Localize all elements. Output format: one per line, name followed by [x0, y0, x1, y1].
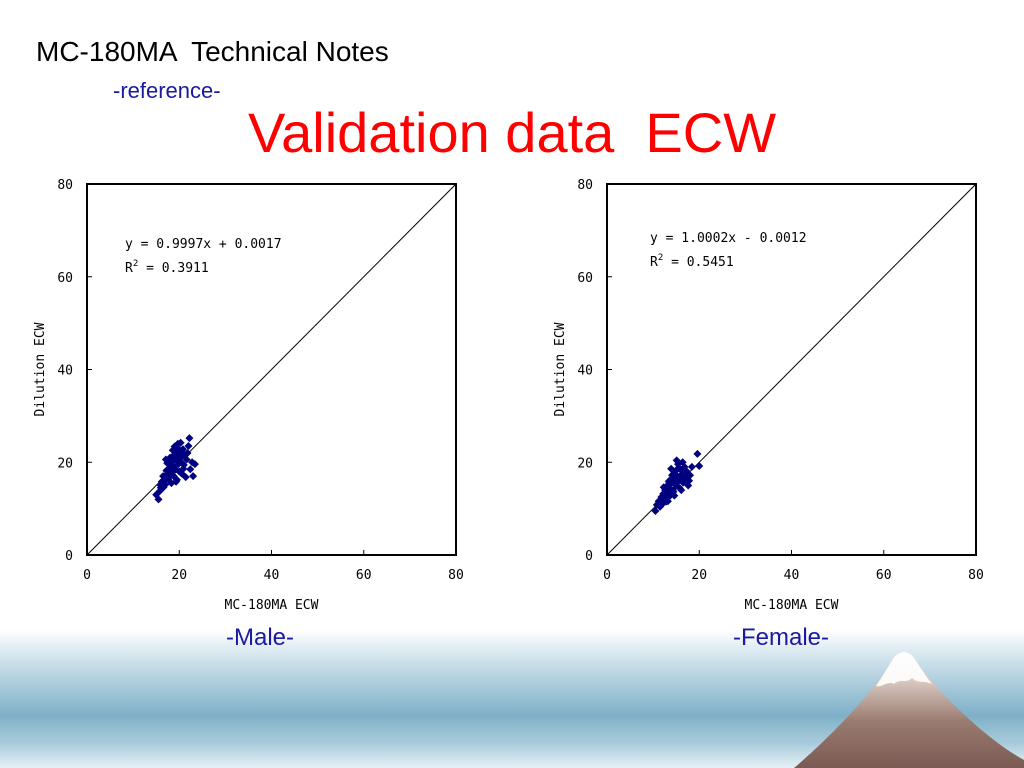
male-data-point: [186, 465, 195, 474]
female-data-point: [695, 461, 704, 470]
male-data-point: [165, 472, 174, 481]
header-title: MC-180MA Technical Notes: [36, 36, 389, 67]
female-x-tick-label: 20: [691, 568, 707, 583]
male-data-point: [154, 495, 163, 504]
caption-female: -Female-: [732, 624, 829, 651]
male-x-axis-label: MC-180MA ECW: [225, 598, 319, 613]
male-data-point: [183, 448, 192, 457]
female-x-tick-label: 0: [603, 568, 611, 583]
female-data-point: [682, 467, 691, 476]
female-data-point: [651, 506, 660, 515]
female-y-axis-label: Dilution ECW: [553, 322, 568, 416]
chart-female: 0 20 40 60 80 0 20 40 60 80 MC-180MA ECW Dilution E…: [550, 172, 990, 622]
male-identity-line: [86, 183, 457, 556]
male-y-tick-label: 20: [57, 456, 73, 471]
male-data-point: [173, 439, 182, 448]
female-y-tick-label: 20: [577, 456, 593, 471]
male-regression-equation: y = 0.9997x + 0.0017: [125, 237, 282, 252]
male-r-squared: R2 = 0.3911: [125, 259, 209, 276]
female-data-point: [654, 497, 663, 506]
female-data-point: [687, 462, 696, 471]
female-y-tick-label: 80: [577, 178, 593, 193]
male-x-tick-label: 80: [448, 568, 464, 583]
female-data-point: [668, 471, 677, 480]
male-data-point: [156, 481, 165, 490]
female-regression-equation: y = 1.0002x - 0.0012: [650, 231, 807, 246]
female-data-point: [667, 464, 676, 473]
female-data-point: [672, 456, 681, 465]
female-data-point: [659, 489, 668, 498]
male-data-point: [184, 442, 193, 451]
male-y-tick-label: 40: [57, 364, 73, 379]
male-data-point: [189, 472, 198, 481]
female-data-point: [663, 497, 672, 506]
male-x-tick-label: 20: [171, 568, 187, 583]
mountain-illustration: [794, 652, 1024, 768]
header-subtitle: -reference-: [113, 78, 221, 103]
female-data-point: [686, 471, 695, 480]
female-data-point: [679, 478, 688, 487]
female-data-point: [670, 479, 679, 488]
male-data-point: [155, 487, 164, 496]
female-data-point: [656, 502, 665, 511]
male-data-point: [172, 477, 181, 486]
male-y-axis-label: Dilution ECW: [33, 322, 48, 416]
male-data-point: [181, 473, 190, 482]
female-x-tick-label: 40: [784, 568, 800, 583]
male-x-tick-label: 0: [83, 568, 91, 583]
male-data-point: [161, 455, 170, 464]
female-x-tick-label: 80: [968, 568, 984, 583]
male-data-point: [174, 445, 183, 454]
male-x-tick-label: 60: [356, 568, 372, 583]
female-y-tick-label: 40: [577, 364, 593, 379]
female-data-point: [685, 476, 694, 485]
chart-male: 0 20 40 60 80 0 20 40 60 80 MC-180MA ECW Dilution E…: [30, 172, 470, 622]
female-data-point: [677, 486, 686, 495]
male-x-tick-label: 40: [264, 568, 280, 583]
female-data-point: [657, 496, 666, 505]
female-x-tick-label: 60: [876, 568, 892, 583]
female-data-point: [676, 473, 685, 482]
female-data-point: [678, 458, 687, 467]
chart-male-svg: 0 20 40 60 80 0 20 40 60 80 MC-180MA ECW Dilution E…: [33, 178, 464, 613]
male-data-point: [190, 460, 199, 469]
male-y-tick-label: 0: [65, 549, 73, 564]
caption-male: -Male-: [225, 624, 294, 651]
female-data-point: [664, 477, 673, 486]
female-y-tick-label: 60: [577, 271, 593, 286]
male-data-point: [182, 455, 191, 464]
male-data-point: [169, 451, 178, 460]
chart-female-svg: 0 20 40 60 80 0 20 40 60 80 MC-180MA ECW Dilution E…: [553, 178, 984, 613]
male-data-point: [185, 434, 194, 443]
male-y-tick-label: 60: [57, 271, 73, 286]
female-x-axis-label: MC-180MA ECW: [745, 598, 839, 613]
main-title: Validation data ECW: [247, 101, 777, 164]
female-data-point: [659, 483, 668, 492]
male-data-point: [179, 464, 188, 473]
female-r-squared: R2 = 0.5451: [650, 253, 734, 270]
female-data-point: [693, 449, 702, 458]
female-data-point: [669, 487, 678, 496]
female-y-tick-label: 0: [585, 549, 593, 564]
male-y-tick-label: 80: [57, 178, 73, 193]
female-data-point: [674, 463, 683, 472]
